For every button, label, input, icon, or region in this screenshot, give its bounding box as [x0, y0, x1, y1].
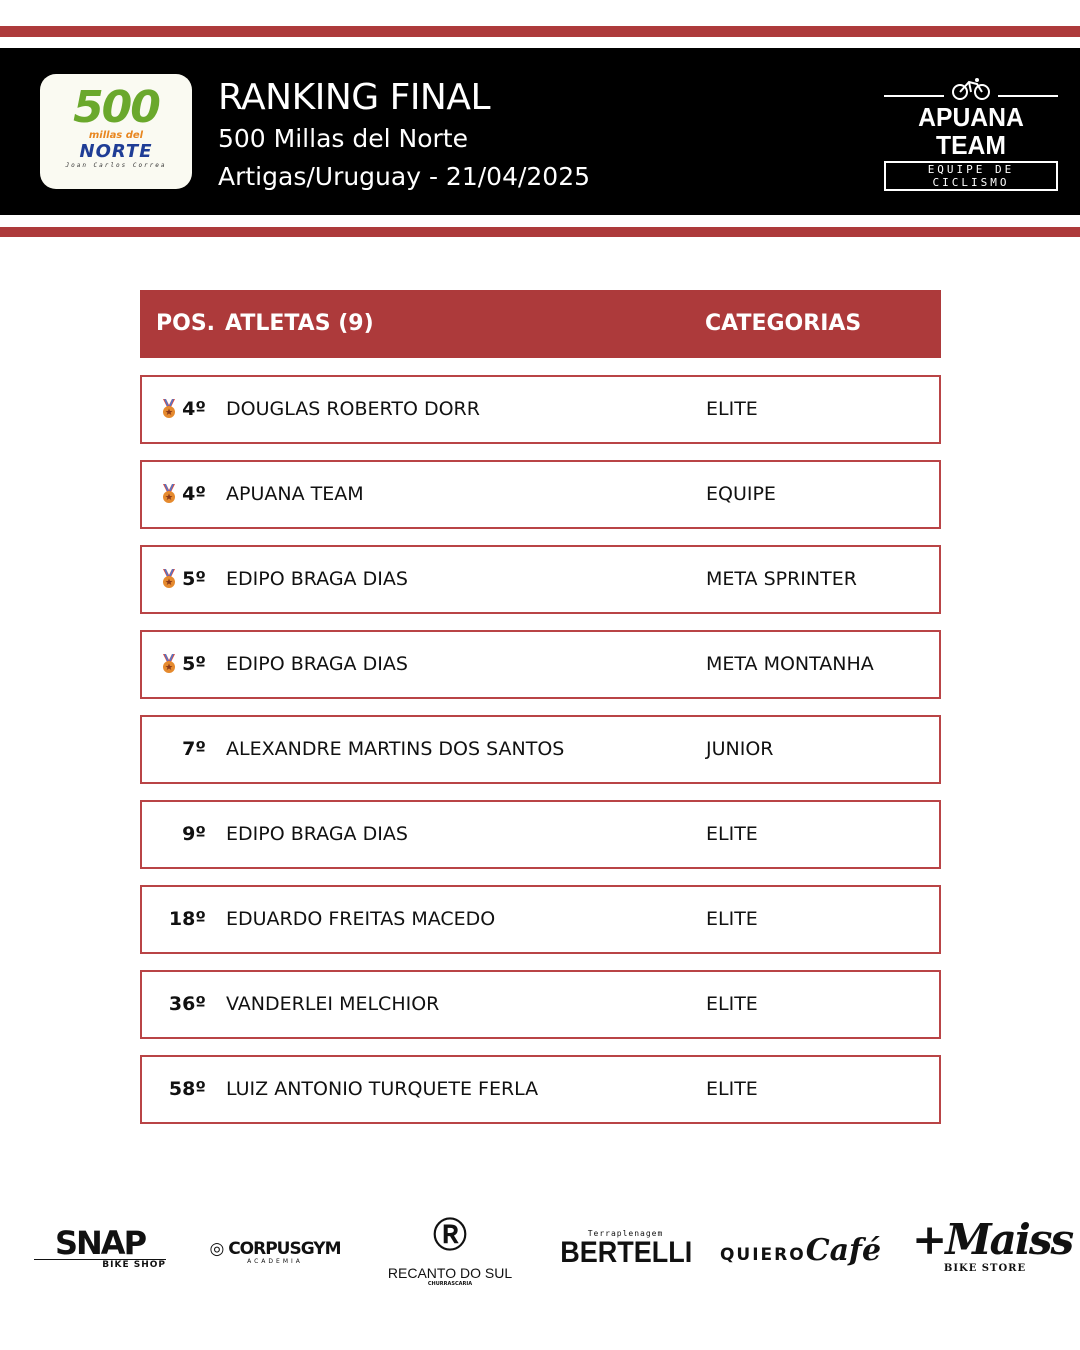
table-row: 58º LUIZ ANTONIO TURQUETE FERLA ELITE: [140, 1055, 941, 1124]
sponsor-bertelli: Terraplenagem BERTELLI: [560, 1229, 693, 1269]
athlete-name: EDIPO BRAGA DIAS: [226, 823, 408, 845]
table-row: 7º ALEXANDRE MARTINS DOS SANTOS JUNIOR: [140, 715, 941, 784]
logo-number: 500: [73, 82, 161, 133]
table-header: POS. ATLETAS (9) CATEGORIAS: [140, 290, 941, 358]
category: EQUIPE: [706, 483, 776, 505]
corpusgym-icon: ◎: [209, 1239, 229, 1259]
category: JUNIOR: [706, 738, 774, 760]
athlete-name: EDUARDO FREITAS MACEDO: [226, 908, 496, 930]
category: META MONTANHA: [706, 653, 874, 675]
position: 5º: [182, 653, 206, 675]
position: 58º: [168, 1078, 206, 1100]
event-logo: 500 millas del NORTE Joan Carlos Correa: [40, 74, 192, 189]
position: 18º: [168, 908, 206, 930]
sponsors-bar: SNAP BIKE SHOP ◎ CORPUSGYM ACADEMIA Ⓡ RE…: [0, 1205, 1080, 1295]
sponsor-corpusgym: ◎ CORPUSGYM ACADEMIA: [209, 1239, 341, 1265]
category: ELITE: [706, 993, 758, 1015]
header-titles: RANKING FINAL 500 Millas del Norte Artig…: [218, 76, 590, 196]
table-row: 9º EDIPO BRAGA DIAS ELITE: [140, 800, 941, 869]
bicycle-icon: [884, 78, 1058, 103]
bottom-red-stripe: [0, 227, 1080, 237]
event-name: 500 Millas del Norte: [218, 124, 468, 153]
team-logo: APUANA TEAM EQUIPE DE CICLISMO: [884, 78, 1058, 191]
athlete-name: ALEXANDRE MARTINS DOS SANTOS: [226, 738, 565, 760]
logo-line2: NORTE: [79, 141, 153, 162]
table-row: 18º EDUARDO FREITAS MACEDO ELITE: [140, 885, 941, 954]
medal-icon: [163, 569, 175, 588]
position: 4º: [182, 483, 206, 505]
athlete-name: LUIZ ANTONIO TURQUETE FERLA: [226, 1078, 539, 1100]
logo-line3: Joan Carlos Correa: [65, 162, 167, 169]
sponsor-quiero-cafe: QUIEROCafé: [719, 1233, 882, 1268]
logo-line1: millas del: [88, 130, 144, 141]
header-pos: POS.: [156, 311, 216, 336]
table-row: 4º DOUGLAS ROBERTO DORR ELITE: [140, 375, 941, 444]
sponsor-maiss: +Maiss BIKE STORE: [912, 1215, 1074, 1275]
athlete-name: APUANA TEAM: [226, 483, 364, 505]
table-row: 36º VANDERLEI MELCHIOR ELITE: [140, 970, 941, 1039]
category: META SPRINTER: [706, 568, 857, 590]
medal-icon: [163, 654, 175, 673]
table-row: 5º EDIPO BRAGA DIAS META SPRINTER: [140, 545, 941, 614]
table-row: 5º EDIPO BRAGA DIAS META MONTANHA: [140, 630, 941, 699]
page-title: RANKING FINAL: [218, 77, 491, 118]
position: 36º: [168, 993, 206, 1015]
position: 4º: [182, 398, 206, 420]
table-row: 4º APUANA TEAM EQUIPE: [140, 460, 941, 529]
header-categories: CATEGORIAS: [705, 311, 862, 336]
position: 7º: [182, 738, 206, 760]
sponsor-snap: SNAP BIKE SHOP: [34, 1227, 166, 1270]
category: ELITE: [706, 823, 758, 845]
sponsor-recanto-do-sul: Ⓡ RECANTO DO SUL CHURRASCARIA: [380, 1207, 520, 1287]
category: ELITE: [706, 1078, 758, 1100]
position: 5º: [182, 568, 206, 590]
event-location-date: Artigas/Uruguay - 21/04/2025: [218, 162, 591, 191]
medal-icon: [163, 399, 175, 418]
athlete-name: DOUGLAS ROBERTO DORR: [226, 398, 480, 420]
team-logo-name: APUANA TEAM: [918, 102, 1024, 160]
position: 9º: [182, 823, 206, 845]
top-red-stripe: [0, 26, 1080, 37]
athlete-name: VANDERLEI MELCHIOR: [226, 993, 440, 1015]
medal-icon: [163, 484, 175, 503]
athlete-name: EDIPO BRAGA DIAS: [226, 653, 408, 675]
category: ELITE: [706, 398, 758, 420]
flame-r-icon: Ⓡ: [433, 1216, 467, 1256]
header-athletes: ATLETAS (9): [225, 311, 374, 336]
athlete-name: EDIPO BRAGA DIAS: [226, 568, 408, 590]
category: ELITE: [706, 908, 758, 930]
team-logo-tagline: EQUIPE DE CICLISMO: [884, 161, 1058, 191]
